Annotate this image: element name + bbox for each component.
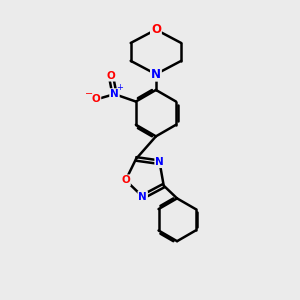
Text: +: + bbox=[116, 83, 123, 92]
Text: −: − bbox=[85, 89, 94, 99]
Text: N: N bbox=[138, 192, 147, 202]
Text: O: O bbox=[92, 94, 100, 104]
Text: N: N bbox=[155, 157, 164, 167]
Text: N: N bbox=[110, 89, 119, 99]
Text: O: O bbox=[151, 23, 161, 36]
Text: O: O bbox=[106, 71, 115, 81]
Text: N: N bbox=[151, 68, 161, 81]
Text: O: O bbox=[121, 175, 130, 185]
